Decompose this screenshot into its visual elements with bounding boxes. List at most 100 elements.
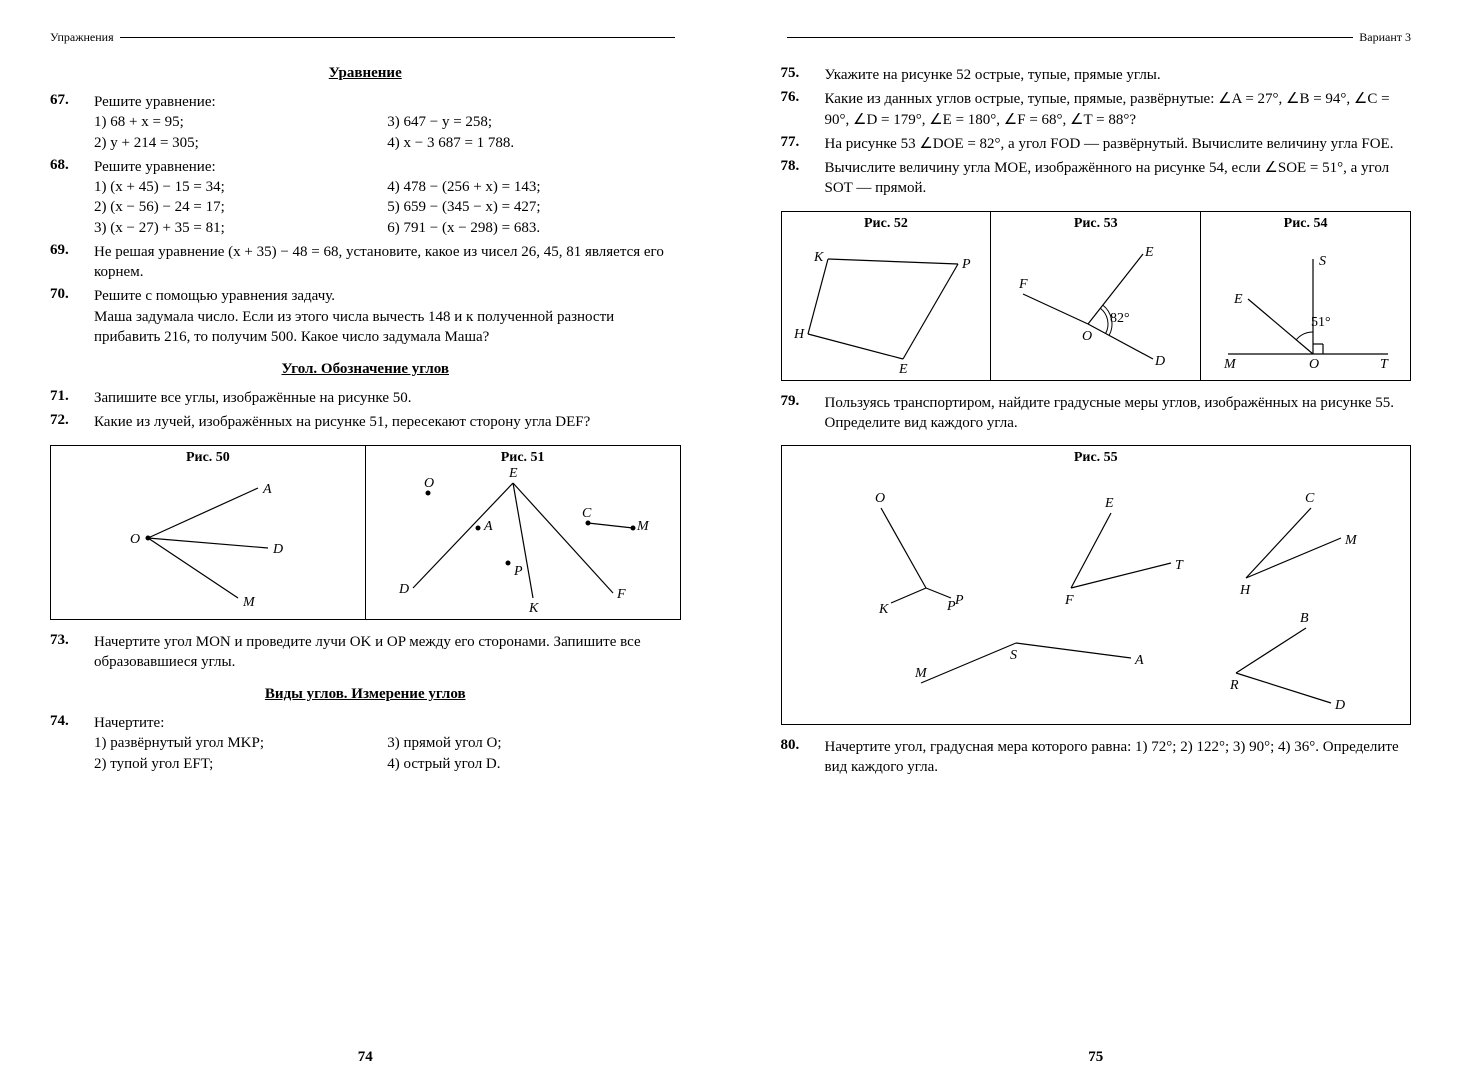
p68-3: 3) (x − 27) + 35 = 81;	[94, 218, 387, 238]
pnum-74: 74.	[50, 713, 94, 774]
ptext-71: Запишите все углы, изображённые на рисун…	[94, 388, 681, 408]
ptext-73: Начертите угол MON и проведите лучи OK и…	[94, 632, 681, 673]
svg-text:82°: 82°	[1110, 311, 1130, 326]
svg-text:T: T	[1175, 558, 1184, 573]
problem-67: 67. Решите уравнение: 1) 68 + x = 95; 3)…	[50, 92, 681, 153]
problem-76: 76. Какие из данных углов острые, тупые,…	[781, 89, 1412, 130]
p68-6: 6) 791 − (x − 298) = 683.	[387, 218, 680, 238]
svg-text:O: O	[875, 491, 885, 506]
fig54-cell: Рис. 54 MOTSE51°	[1201, 212, 1410, 380]
svg-text:F: F	[1064, 593, 1074, 608]
svg-text:H: H	[1239, 583, 1251, 598]
figbox-50-51: Рис. 50 OADM Рис. 51 DEFKOAPCM	[50, 445, 681, 620]
svg-text:D: D	[1154, 354, 1165, 369]
fig51-title: Рис. 51	[372, 450, 674, 466]
problem-68: 68. Решите уравнение: 1) (x + 45) − 15 =…	[50, 157, 681, 238]
pnum-67: 67.	[50, 92, 94, 153]
svg-text:O: O	[1082, 329, 1092, 344]
svg-text:D: D	[1334, 698, 1345, 713]
fig55-svg: KOPETFCMHMASBDRP	[811, 468, 1381, 718]
pnum-78: 78.	[781, 158, 825, 199]
header-right-label: Вариант 3	[1359, 30, 1411, 45]
pnum-79: 79.	[781, 393, 825, 434]
fig53-title: Рис. 53	[997, 216, 1194, 232]
p67-2: 2) y + 214 = 305;	[94, 133, 387, 153]
svg-text:P: P	[513, 564, 523, 579]
pnum-76: 76.	[781, 89, 825, 130]
svg-text:M: M	[1223, 357, 1237, 372]
header-rule-r	[787, 37, 1354, 38]
svg-text:F: F	[616, 587, 626, 602]
section-angle: Угол. Обозначение углов	[50, 361, 681, 378]
fig50-svg: O A D M	[88, 468, 328, 613]
svg-text:D: D	[398, 582, 409, 597]
pnum-68: 68.	[50, 157, 94, 238]
p68-2: 2) (x − 56) − 24 = 17;	[94, 197, 387, 217]
ptext-72: Какие из лучей, изображённых на рисунке …	[94, 412, 681, 432]
header-rule	[120, 37, 675, 38]
p68-5: 5) 659 − (345 − x) = 427;	[387, 197, 680, 217]
svg-text:D: D	[272, 542, 283, 557]
problem-79: 79. Пользуясь транспортиром, найдите гра…	[781, 393, 1412, 434]
svg-text:E: E	[1233, 292, 1243, 307]
pnum-70: 70.	[50, 286, 94, 347]
problem-73: 73. Начертите угол MON и проведите лучи …	[50, 632, 681, 673]
svg-text:K: K	[813, 250, 824, 265]
svg-text:E: E	[1104, 496, 1114, 511]
pnum-72: 72.	[50, 412, 94, 432]
svg-text:M: M	[1344, 533, 1358, 548]
p68-4: 4) 478 − (256 + x) = 143;	[387, 177, 680, 197]
fig52-cell: Рис. 52 KPEH	[782, 212, 992, 380]
problem-80: 80. Начертите угол, градусная мера котор…	[781, 737, 1412, 778]
svg-text:O: O	[130, 532, 140, 547]
ptext-77: На рисунке 53 ∠DOE = 82°, а угол FOD — р…	[825, 134, 1412, 154]
svg-text:A: A	[483, 519, 493, 534]
p67-lead: Решите уравнение:	[94, 92, 681, 112]
p74-4: 4) острый угол D.	[387, 754, 680, 774]
svg-text:H: H	[793, 327, 805, 342]
ptext-80: Начертите угол, градусная мера которого …	[825, 737, 1412, 778]
pnum-77: 77.	[781, 134, 825, 154]
section-angle-types: Виды углов. Измерение углов	[50, 686, 681, 703]
problem-70: 70. Решите с помощью уравнения задачу. М…	[50, 286, 681, 347]
problem-78: 78. Вычислите величину угла MOE, изображ…	[781, 158, 1412, 199]
figbox-55: Рис. 55 KOPETFCMHMASBDRP	[781, 445, 1412, 725]
svg-text:F: F	[1018, 277, 1028, 292]
problem-69: 69. Не решая уравнение (x + 35) − 48 = 6…	[50, 242, 681, 283]
ptext-79: Пользуясь транспортиром, найдите градусн…	[825, 393, 1412, 434]
svg-text:C: C	[582, 506, 592, 521]
pnum-73: 73.	[50, 632, 94, 673]
svg-text:T: T	[1380, 357, 1389, 372]
header-right: Вариант 3	[781, 30, 1412, 45]
p67-4: 4) x − 3 687 = 1 788.	[387, 133, 680, 153]
svg-text:51°: 51°	[1311, 315, 1331, 330]
p67-3: 3) 647 − y = 258;	[387, 112, 680, 132]
svg-text:P: P	[946, 599, 956, 614]
p68-lead: Решите уравнение:	[94, 157, 681, 177]
p68-1: 1) (x + 45) − 15 = 34;	[94, 177, 387, 197]
problem-77: 77. На рисунке 53 ∠DOE = 82°, а угол FOD…	[781, 134, 1412, 154]
fig50-title: Рис. 50	[57, 450, 359, 466]
problem-74: 74. Начертите: 1) развёрнутый угол MKP;3…	[50, 713, 681, 774]
fig55-title: Рис. 55	[788, 450, 1405, 466]
svg-text:K: K	[878, 602, 889, 617]
header-left-label: Упражнения	[50, 30, 114, 45]
p74-2: 2) тупой угол EFT;	[94, 754, 387, 774]
ptext-78: Вычислите величину угла MOE, изображённо…	[825, 158, 1412, 199]
section-equation: Уравнение	[50, 65, 681, 82]
svg-text:M: M	[242, 595, 256, 610]
p74-3: 3) прямой угол O;	[387, 733, 680, 753]
svg-text:P: P	[961, 257, 971, 272]
pnum-75: 75.	[781, 65, 825, 85]
ptext-69: Не решая уравнение (x + 35) − 48 = 68, у…	[94, 242, 681, 283]
fig51-svg: DEFKOAPCM	[383, 468, 663, 613]
fig51-cell: Рис. 51 DEFKOAPCM	[366, 446, 680, 619]
pnum-80: 80.	[781, 737, 825, 778]
fig55-cell: Рис. 55 KOPETFCMHMASBDRP	[782, 446, 1411, 724]
svg-text:A: A	[262, 482, 272, 497]
svg-text:R: R	[1229, 678, 1239, 693]
svg-text:E: E	[1144, 245, 1154, 260]
svg-text:O: O	[424, 476, 434, 491]
p67-1: 1) 68 + x = 95;	[94, 112, 387, 132]
svg-text:M: M	[914, 666, 928, 681]
